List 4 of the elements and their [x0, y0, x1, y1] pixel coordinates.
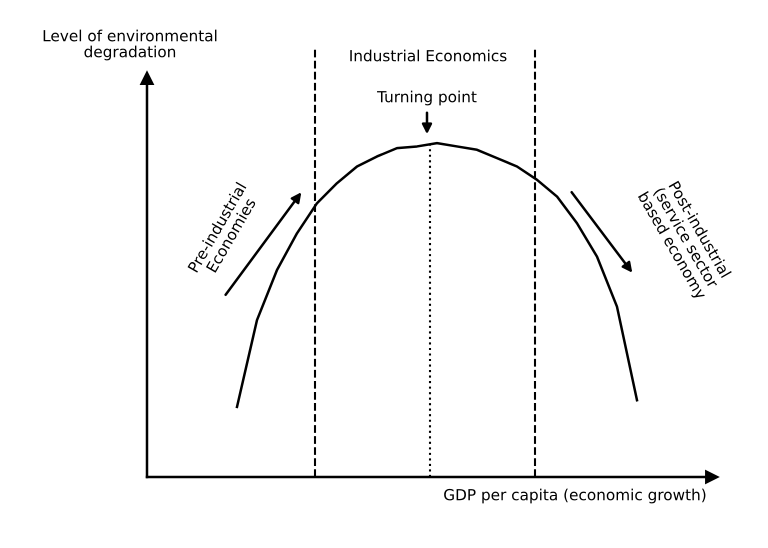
text: Turning point: [377, 90, 477, 106]
text: Level of environmental degradation: [44, 30, 216, 60]
x-axis-title: GDP per capita (economic growth): [444, 488, 706, 504]
text: Industrial Economics: [350, 50, 506, 62]
